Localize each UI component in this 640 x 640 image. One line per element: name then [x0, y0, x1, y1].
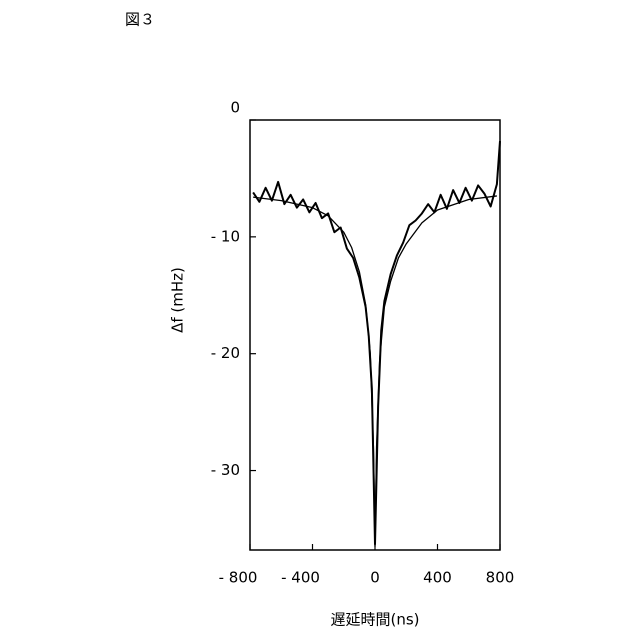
figure-title: 図３	[125, 11, 155, 29]
y-tick-label: - 30	[211, 461, 240, 479]
x-axis-label: 遅延時間(ns)	[330, 611, 419, 629]
x-tick-label: - 400	[281, 569, 320, 587]
data-line	[253, 196, 497, 547]
chart: 図３ 遅延時間(ns) Δf (mHz) 0 - 10 - 20 - 30 - 800 -…	[0, 0, 640, 640]
x-tick-label: 0	[370, 569, 380, 587]
plot-frame	[250, 120, 500, 550]
x-tick-label: 800	[486, 569, 515, 587]
x-tick-label: - 800	[219, 569, 258, 587]
y-axis-label: Δf (mHz)	[169, 267, 187, 333]
x-tick-label: 400	[423, 569, 452, 587]
y-tick-label: - 20	[211, 344, 240, 362]
y-tick-label: 0	[230, 99, 240, 117]
y-tick-label: - 10	[211, 227, 240, 245]
